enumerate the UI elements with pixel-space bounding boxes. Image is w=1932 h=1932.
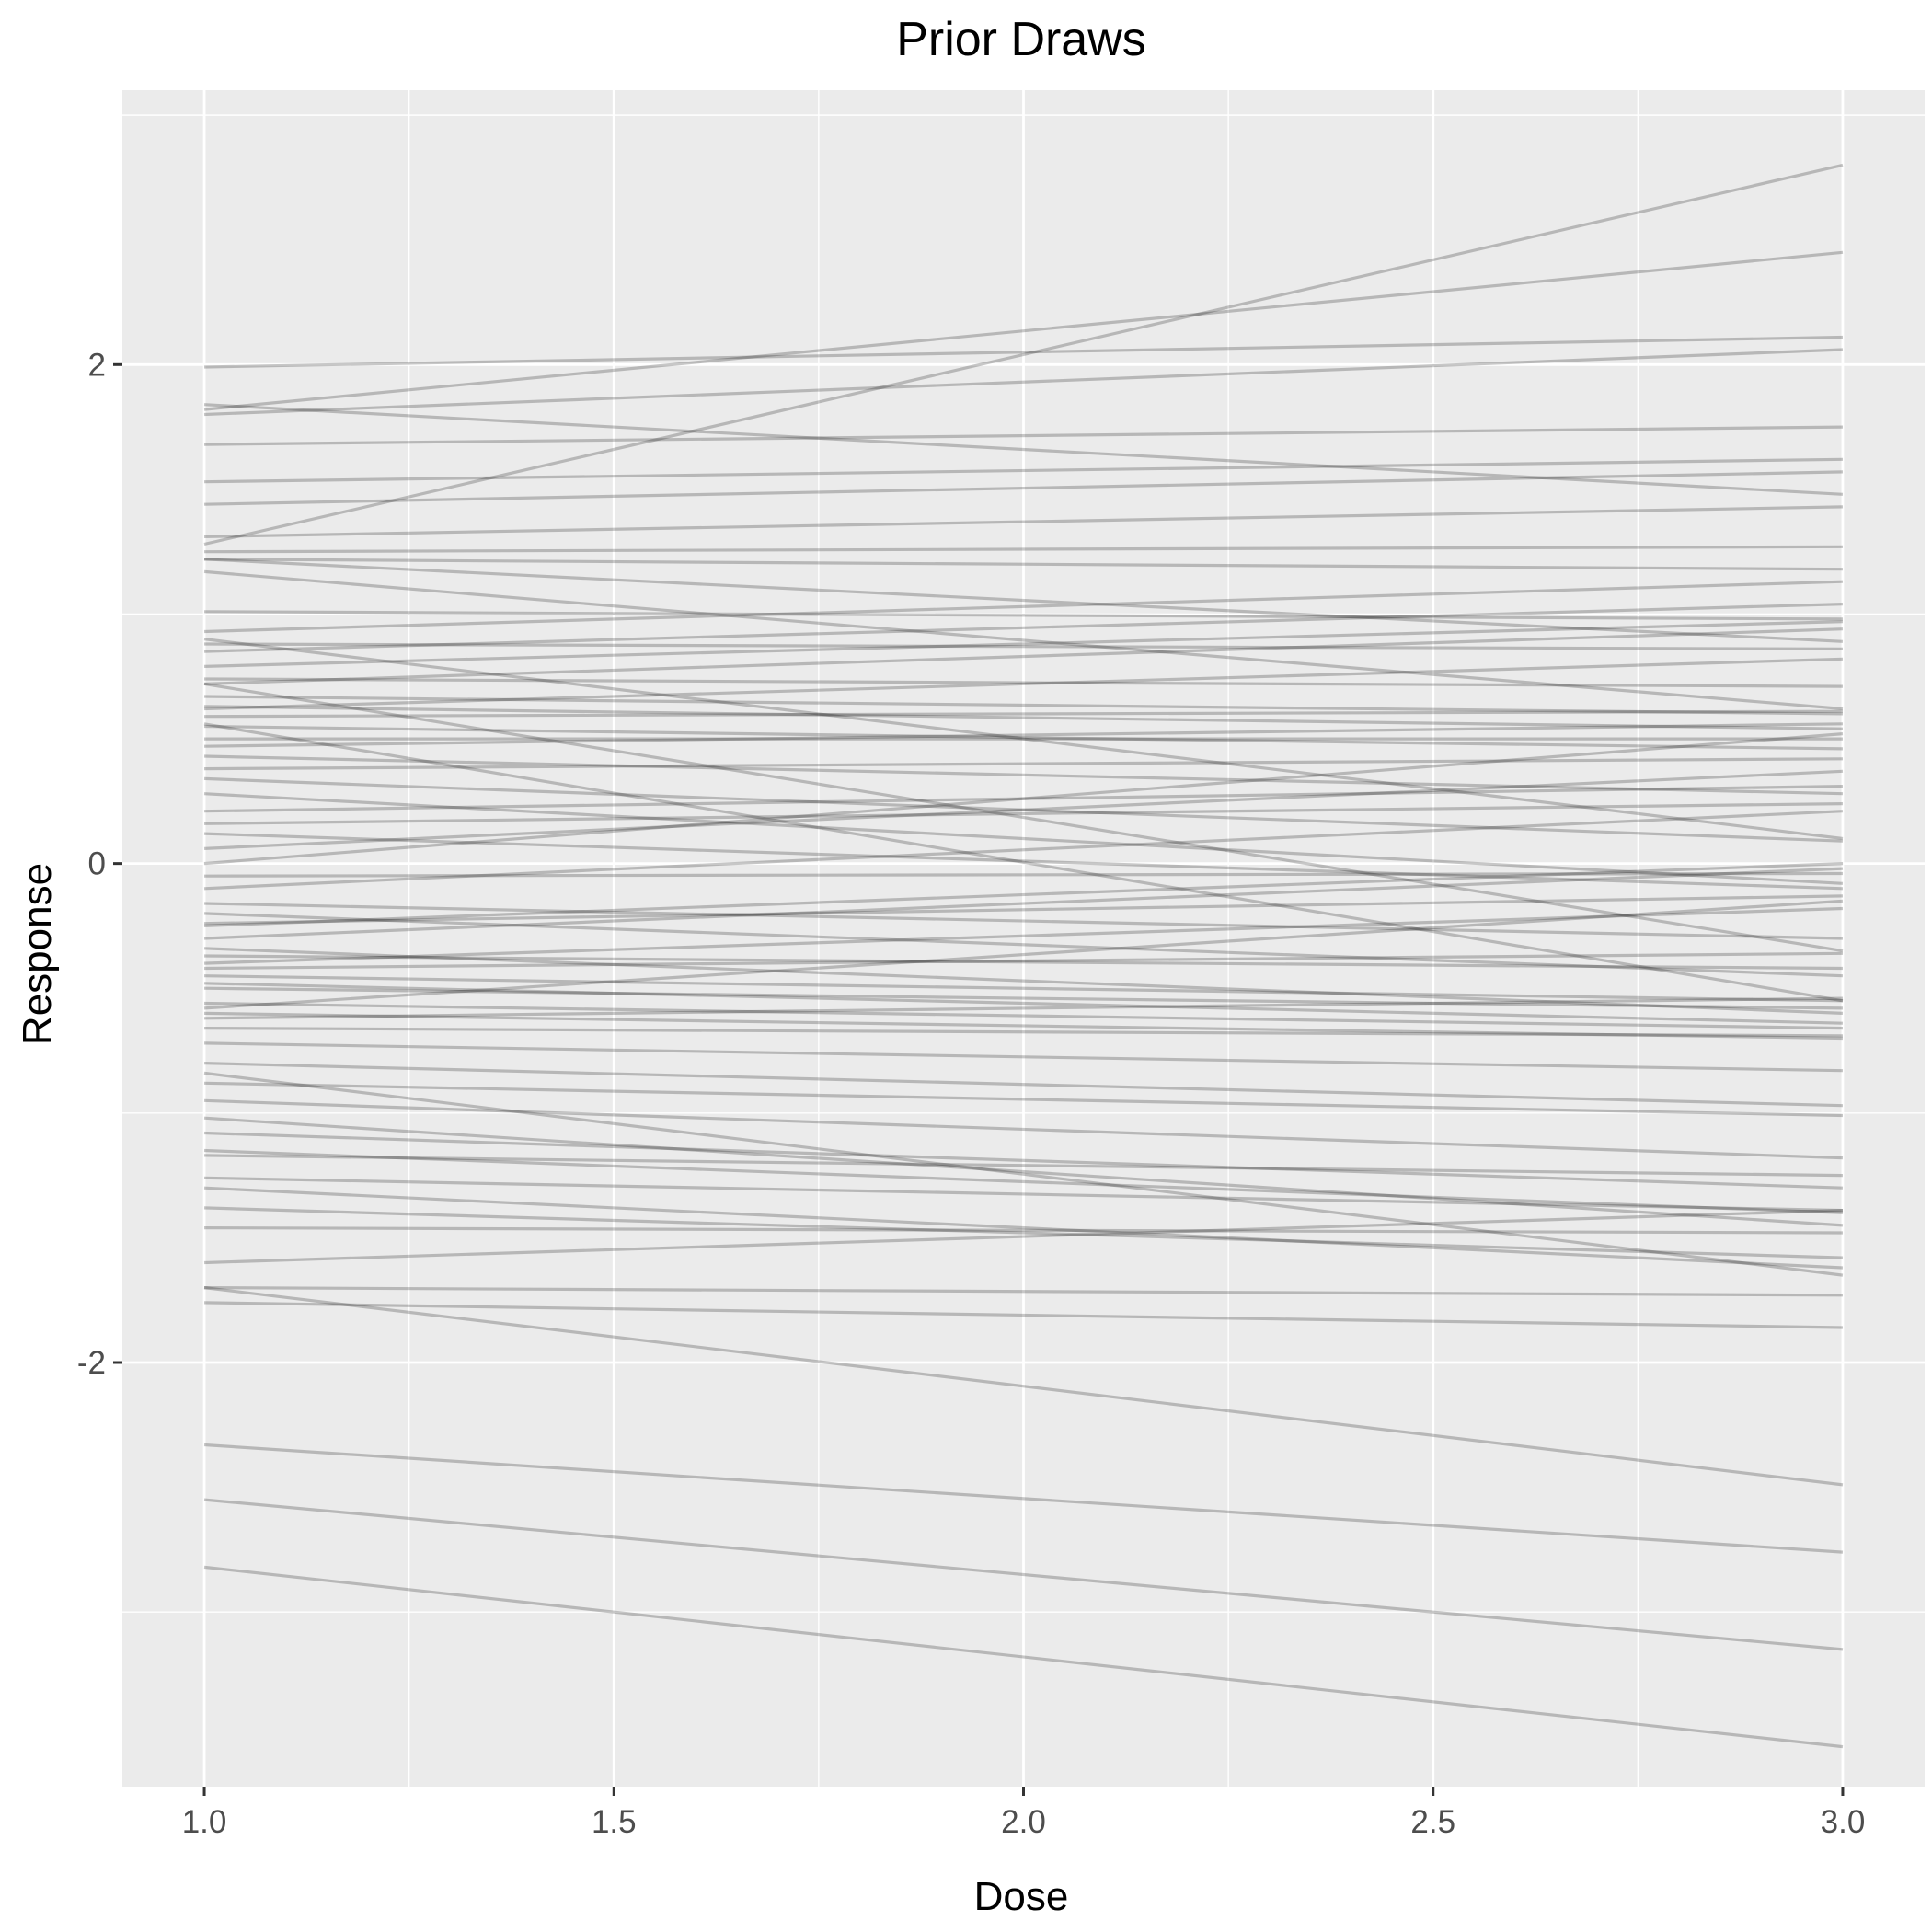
prior-draw-line — [203, 657, 1844, 711]
prior-draw-line — [203, 776, 1844, 843]
prior-draw-line — [203, 769, 1844, 850]
prior-draw-line — [203, 722, 1844, 1003]
prior-draw-line — [203, 558, 1844, 643]
prior-draw-line — [203, 996, 1844, 1020]
prior-draw-line — [203, 1081, 1844, 1118]
prior-draw-line — [203, 1071, 1844, 1277]
prior-draw-line — [203, 425, 1844, 446]
prior-draw-line — [203, 785, 1844, 813]
prior-draw-line — [203, 682, 1844, 953]
major-gridlines — [122, 90, 1925, 1787]
prior-draw-line — [203, 457, 1844, 484]
y-tick-label: 0 — [88, 846, 106, 882]
x-tick-label: 1.5 — [592, 1804, 637, 1840]
chart-title: Prior Draws — [896, 13, 1146, 66]
prior-draw-line — [203, 894, 1844, 926]
prior-draw-line — [203, 1565, 1844, 1749]
prior-draw-line — [203, 954, 1844, 971]
prior-draw-line — [203, 724, 1844, 751]
prior-draw-line — [203, 1041, 1844, 1073]
prior-draw-line — [203, 610, 1844, 621]
prior-draw-line — [203, 642, 1844, 651]
y-axis-ticks: -2 0 2 — [77, 347, 122, 1381]
prior-draw-line — [203, 1186, 1844, 1270]
prior-draw-line — [203, 627, 1844, 685]
prior-draw-line — [203, 986, 1844, 1010]
x-tick-label: 2.0 — [1001, 1804, 1046, 1840]
prior-draw-line — [203, 732, 1844, 866]
prior-draw-line — [203, 250, 1844, 411]
prior-draw-line — [203, 1131, 1844, 1190]
prior-draw-line — [203, 709, 1844, 719]
prior-draw-line — [203, 974, 1844, 1003]
prior-draw-line — [203, 899, 1844, 1010]
prior-draw-line — [203, 1286, 1844, 1487]
prior-draw-line — [203, 832, 1844, 891]
prior-draw-line — [203, 1209, 1844, 1265]
prior-draw-line — [203, 754, 1844, 796]
prior-draw-line — [203, 348, 1844, 417]
prior-draw-line — [203, 620, 1844, 668]
prior-draw-line — [203, 902, 1844, 940]
prior-draw-line — [203, 335, 1844, 369]
x-axis-title: Dose — [974, 1874, 1069, 1919]
prior-draw-line — [203, 695, 1844, 716]
prior-draw-line — [203, 1011, 1844, 1041]
prior-draw-line — [203, 1154, 1844, 1178]
prior-draw-line — [203, 545, 1844, 554]
prior-draw-line — [203, 580, 1844, 634]
prior-draw-line — [203, 867, 1844, 940]
prior-draw-line — [203, 802, 1844, 825]
prior-draw-line — [203, 722, 1844, 748]
prior-draw-line — [203, 947, 1844, 1015]
prior-draw-line — [203, 1148, 1844, 1214]
x-tick-label: 2.5 — [1410, 1804, 1455, 1840]
prior-draw-lines — [203, 163, 1844, 1749]
x-axis-ticks: 1.0 1.5 2.0 2.5 3.0 — [182, 1787, 1866, 1840]
y-tick-label: -2 — [77, 1345, 106, 1381]
prior-draw-line — [203, 871, 1844, 878]
y-axis-title: Response — [15, 863, 60, 1045]
prior-draw-line — [203, 1001, 1844, 1030]
prior-draw-line — [203, 403, 1844, 496]
prior-draw-line — [203, 1176, 1844, 1213]
prior-draw-line — [203, 862, 1844, 927]
y-tick-label: 2 — [88, 347, 106, 383]
prior-draw-line — [203, 1443, 1844, 1554]
prior-draw-line — [203, 505, 1844, 538]
prior-draw-line — [203, 1301, 1844, 1329]
prior-draw-line — [203, 951, 1844, 971]
prior-draw-line — [203, 1062, 1844, 1108]
prior-draw-line — [203, 1206, 1844, 1259]
prior-draw-line — [203, 1225, 1844, 1235]
prior-draw-line — [203, 912, 1844, 978]
prior-draw-line — [203, 163, 1844, 546]
prior-draw-line — [203, 638, 1844, 841]
prior-draw-line — [203, 757, 1844, 771]
prior-draw-line — [203, 705, 1844, 730]
prior-draw-line — [203, 569, 1844, 711]
prior-draw-line — [203, 1285, 1844, 1297]
prior-draw-line — [203, 792, 1844, 885]
x-tick-label: 1.0 — [182, 1804, 227, 1840]
prior-draw-line — [203, 1116, 1844, 1227]
prior-draw-line — [203, 558, 1844, 571]
prior-draw-line — [203, 1026, 1844, 1038]
prior-draw-line — [203, 603, 1844, 653]
prior-draw-line — [203, 470, 1844, 506]
prior-draw-line — [203, 906, 1844, 965]
prior-draw-line — [203, 1098, 1844, 1160]
prior-draw-line — [203, 677, 1844, 688]
prior-draw-line — [203, 982, 1844, 1025]
x-tick-label: 3.0 — [1821, 1804, 1866, 1840]
prior-draw-line — [203, 810, 1844, 891]
prior-draw-line — [203, 1498, 1844, 1651]
